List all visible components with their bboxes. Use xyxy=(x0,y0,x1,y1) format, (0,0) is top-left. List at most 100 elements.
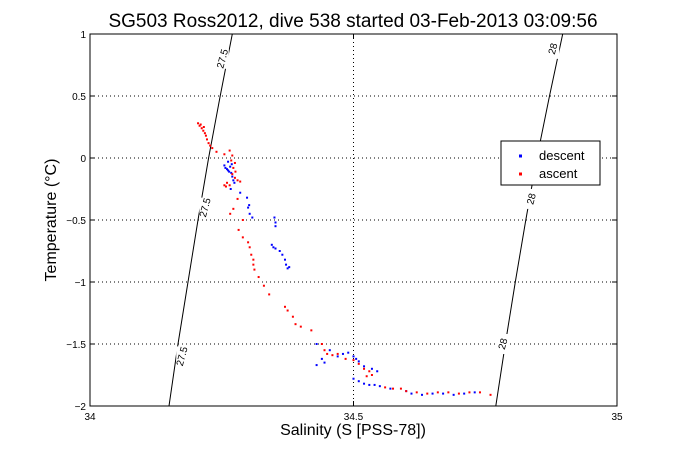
data-point-ascent xyxy=(202,126,205,128)
data-point-descent xyxy=(363,365,366,368)
data-point-ascent xyxy=(215,150,218,153)
data-point-ascent xyxy=(198,124,201,127)
legend-marker-descent xyxy=(519,154,522,158)
data-point-ascent xyxy=(384,386,387,389)
data-point-descent xyxy=(473,391,476,394)
data-point-descent xyxy=(281,253,284,256)
data-point-descent xyxy=(370,367,373,370)
data-point-descent xyxy=(352,355,355,358)
data-point-descent xyxy=(431,392,434,395)
data-point-ascent xyxy=(223,153,226,156)
data-point-ascent xyxy=(241,236,244,239)
data-point-ascent xyxy=(326,352,329,355)
data-point-ascent xyxy=(205,138,208,141)
y-tick-label: 0.5 xyxy=(72,92,86,103)
data-point-descent xyxy=(285,263,288,266)
data-point-ascent xyxy=(363,367,366,370)
data-point-ascent xyxy=(197,122,200,125)
y-tick-label: 0 xyxy=(80,154,86,165)
data-point-descent xyxy=(231,175,234,178)
data-point-descent xyxy=(283,258,286,261)
contour-label: 27.5 xyxy=(198,196,214,218)
data-point-descent xyxy=(239,191,242,194)
contour-label-mask xyxy=(525,188,538,209)
contour-label: 28 xyxy=(497,337,511,351)
legend-marker-ascent xyxy=(519,172,522,176)
data-point-ascent xyxy=(294,323,297,326)
data-point-ascent xyxy=(230,159,233,162)
data-point-descent xyxy=(248,212,251,215)
isopycnal-line xyxy=(168,33,233,407)
data-point-ascent xyxy=(241,219,244,221)
data-point-descent xyxy=(378,385,381,388)
data-point-descent xyxy=(357,360,360,363)
data-point-ascent xyxy=(468,391,471,394)
data-point-ascent xyxy=(211,147,214,150)
data-point-ascent xyxy=(399,387,402,390)
data-point-ascent xyxy=(299,325,302,328)
data-point-descent xyxy=(247,206,250,209)
data-point-ascent xyxy=(336,352,339,355)
data-point-descent xyxy=(315,343,318,345)
data-point-ascent xyxy=(447,391,450,394)
data-point-descent xyxy=(227,169,230,172)
legend-label-descent: descent xyxy=(539,148,585,163)
data-point-ascent xyxy=(310,329,313,332)
data-point-descent xyxy=(288,266,291,269)
data-point-descent xyxy=(328,349,331,352)
data-point-ascent xyxy=(232,166,235,169)
data-point-ascent xyxy=(426,392,429,395)
data-point-descent xyxy=(368,383,371,386)
contour-label: 28 xyxy=(525,192,539,206)
data-point-descent xyxy=(389,387,392,390)
data-point-descent xyxy=(227,160,230,163)
data-point-ascent xyxy=(236,197,239,200)
data-point-descent xyxy=(315,364,318,367)
data-point-descent xyxy=(272,246,275,249)
data-point-ascent xyxy=(228,149,231,152)
data-point-descent xyxy=(230,171,233,174)
data-point-ascent xyxy=(252,263,255,266)
data-point-ascent xyxy=(365,375,368,378)
data-point-ascent xyxy=(262,284,265,287)
data-point-ascent xyxy=(415,391,418,394)
contour-label-mask xyxy=(216,48,229,69)
data-point-descent xyxy=(274,221,277,224)
axis-ticks: 34 34.5 35 −2 −1.5 −1 −0.5 0 0.5 1 xyxy=(66,30,623,423)
y-tick-label: −1.5 xyxy=(66,340,86,351)
legend-label-ascent: ascent xyxy=(539,166,578,181)
data-point-ascent xyxy=(344,357,347,360)
data-point-ascent xyxy=(368,370,371,373)
data-point-ascent xyxy=(202,129,205,132)
data-point-descent xyxy=(223,164,226,167)
data-point-descent xyxy=(226,168,229,171)
data-point-descent xyxy=(463,392,466,395)
y-axis-label: Temperature (°C) xyxy=(43,159,60,282)
data-point-descent xyxy=(452,393,455,396)
data-point-ascent xyxy=(405,390,408,393)
x-tick-label: 34.5 xyxy=(344,412,364,423)
chart-title: SG503 Ross2012, dive 538 started 03-Feb-… xyxy=(108,11,597,32)
contour-label: 27.5 xyxy=(175,345,191,367)
legend-box xyxy=(500,140,601,186)
data-point-descent xyxy=(248,204,251,207)
data-point-ascent xyxy=(247,241,250,244)
data-point-descent xyxy=(357,380,360,383)
data-point-ascent xyxy=(370,374,373,376)
data-point-ascent xyxy=(489,393,492,396)
y-tick-label: −2 xyxy=(75,402,87,413)
data-point-ascent xyxy=(252,258,255,261)
y-tick-label: −0.5 xyxy=(66,216,86,227)
x-axis-label: Salinity (S [PSS-78]) xyxy=(280,422,426,439)
data-point-ascent xyxy=(268,293,271,296)
data-point-descent xyxy=(352,377,355,380)
data-point-ascent xyxy=(228,184,231,187)
data-point-descent xyxy=(355,357,358,360)
data-point-descent xyxy=(251,216,254,219)
data-point-ascent xyxy=(257,276,260,279)
data-point-descent xyxy=(278,250,281,252)
data-point-ascent xyxy=(236,179,239,182)
data-point-descent xyxy=(274,247,277,250)
data-point-descent xyxy=(421,393,424,396)
